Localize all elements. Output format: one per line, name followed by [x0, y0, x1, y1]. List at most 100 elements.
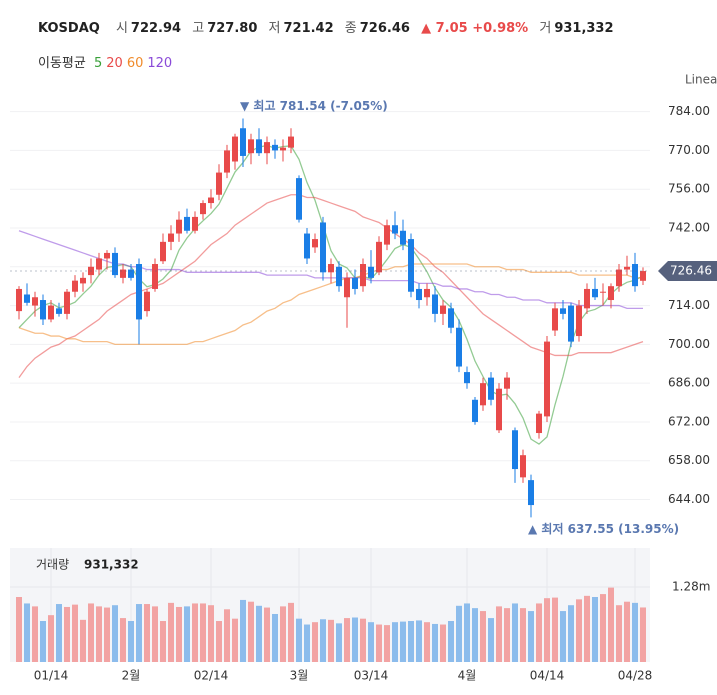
volume-bar [168, 602, 174, 662]
candle-body [632, 264, 638, 287]
x-tick-label: 03/14 [354, 669, 389, 683]
volume-bar [256, 605, 262, 662]
candle-body [448, 308, 454, 328]
volume-bar [520, 608, 526, 662]
candle-body [32, 297, 38, 306]
candle-body [608, 286, 614, 301]
volume-bar [312, 622, 318, 662]
candle-body [600, 291, 606, 293]
candle-body [312, 239, 318, 248]
volume-title: 거래량 [36, 558, 69, 572]
ma-line [18, 263, 643, 346]
candle-body [344, 277, 350, 298]
candle-body [480, 383, 486, 406]
candle-body [240, 128, 246, 156]
volume-bar [328, 619, 334, 662]
volume-bar [480, 611, 486, 662]
candle-body [216, 172, 222, 195]
candle-body [144, 291, 150, 312]
candle-body [304, 233, 310, 259]
volume-value: 931,332 [554, 21, 614, 36]
volume-bar [352, 617, 358, 662]
x-tick-label: 4월 [458, 669, 477, 683]
volume-bar [336, 623, 342, 662]
volume-bar [192, 603, 198, 662]
y-tick-label: 658.00 [668, 453, 710, 467]
volume-bar [40, 621, 46, 662]
price-tag-label: 726.46 [670, 264, 712, 278]
candle-body [200, 203, 206, 215]
candle-body [544, 341, 550, 417]
candle-body [440, 305, 446, 314]
candle-body [288, 136, 294, 148]
volume-bar [216, 621, 222, 662]
volume-bar [496, 606, 502, 662]
candle-body [336, 266, 342, 287]
candle-body [504, 377, 510, 389]
annotation: ▼ 최고 781.54 (-7.05%) [240, 98, 388, 113]
candle-body [24, 294, 30, 303]
volume-bar [544, 598, 550, 662]
volume-bar [24, 603, 30, 662]
y-tick-label: 784.00 [668, 104, 710, 118]
candle-body [328, 264, 334, 273]
candle-body [496, 388, 502, 431]
legend-entry: 5 [93, 56, 103, 71]
volume-bar [448, 621, 454, 662]
candle-body [232, 136, 238, 162]
candle-body [352, 277, 358, 289]
volume-bar [120, 618, 126, 662]
candle-body [88, 266, 94, 276]
volume-bar [360, 618, 366, 662]
y-tick-label: 756.00 [668, 182, 710, 196]
y-tick-label: 714.00 [668, 298, 710, 312]
candle-body [56, 308, 62, 314]
y-tick-label: 770.00 [668, 143, 710, 157]
volume-bar [408, 621, 414, 662]
candle-body [400, 230, 406, 245]
quote-value: 722.94 [130, 21, 182, 36]
ma-line [18, 194, 644, 378]
volume-bar [280, 606, 286, 662]
candle-body [488, 377, 494, 400]
candle-body [520, 455, 526, 478]
volume-bar [368, 622, 374, 662]
candle-body [424, 288, 430, 298]
volume-bar [376, 624, 382, 662]
legend-entry: 20 [106, 56, 123, 71]
ma-title: 이동평균 [38, 56, 86, 71]
header: KOSDAQ 시 722.94 고 727.80 저 721.42 종 726.46 ▲… [38, 17, 621, 36]
volume-bar [248, 601, 254, 662]
candle-body [224, 150, 230, 173]
candle-body [104, 252, 110, 259]
volume-bar [176, 606, 182, 662]
candle-body [560, 308, 566, 314]
candle-body [568, 305, 574, 342]
candle-body [128, 269, 134, 278]
candle-body [120, 269, 126, 278]
quote-value: 726.46 [359, 21, 410, 36]
volume-bar [576, 599, 582, 662]
volume-bar [56, 604, 62, 662]
volume-bar [48, 615, 54, 662]
candle-body [96, 258, 102, 270]
volume-bar [320, 619, 326, 662]
y-tick-label: 686.00 [668, 376, 710, 390]
candle-body [296, 178, 302, 220]
volume-bar [136, 604, 142, 662]
volume-bar [80, 619, 86, 662]
candle-body [456, 327, 462, 367]
volume-bar [592, 597, 598, 662]
volume-bar [72, 604, 78, 662]
candle-body [176, 219, 182, 234]
scale-label: Linea [685, 73, 717, 87]
candle-body [624, 266, 630, 270]
volume-bar [608, 587, 614, 662]
candle-body [552, 308, 558, 331]
change: ▲ 7.05 +0.98% [421, 21, 529, 36]
candle-body [152, 264, 158, 289]
candle-body [16, 288, 22, 312]
volume-bar [400, 621, 406, 662]
volume-bar [88, 603, 94, 662]
